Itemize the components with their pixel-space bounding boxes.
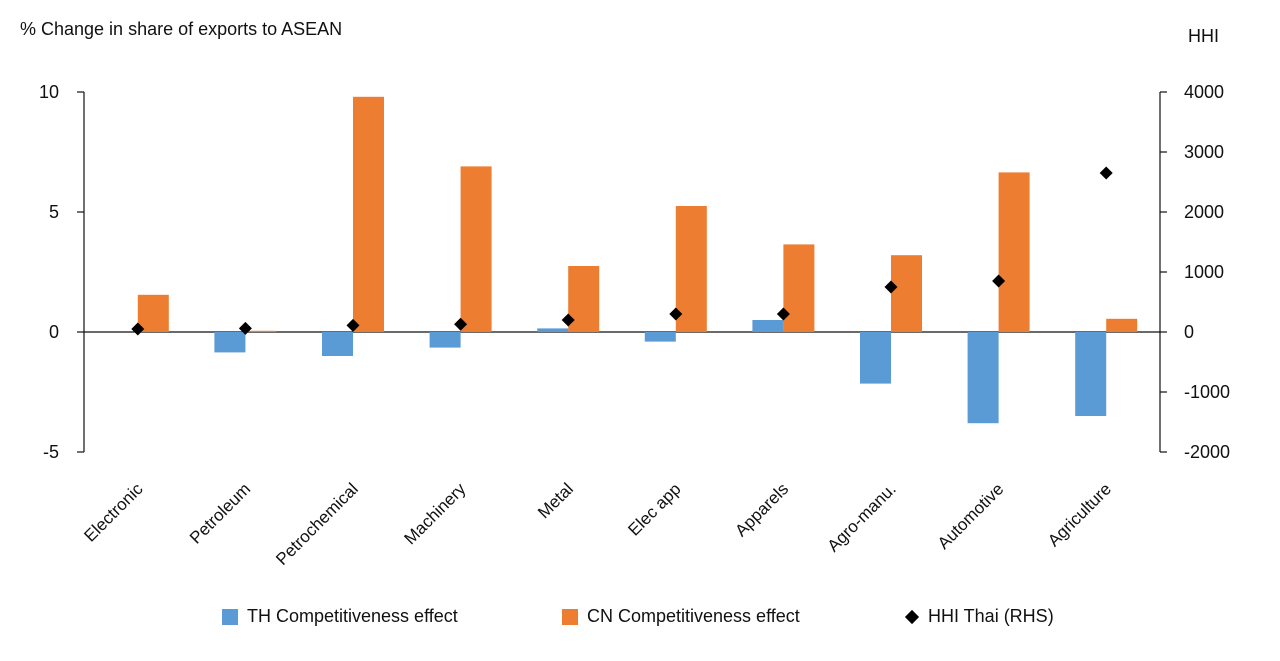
right-tick-label: -1000 bbox=[1184, 382, 1230, 402]
hhi-markers bbox=[131, 166, 1113, 336]
right-tick-label: 1000 bbox=[1184, 262, 1224, 282]
bar-th bbox=[860, 332, 891, 384]
axes: -5 0 5 10 -2000 -1000 0 1000 2000 3000 4000 bbox=[39, 82, 1230, 462]
bar-th bbox=[429, 332, 461, 348]
hhi-marker bbox=[884, 280, 898, 294]
bars bbox=[137, 96, 1138, 424]
legend-item-hhi: HHI Thai (RHS) bbox=[904, 606, 1054, 627]
legend-swatch-cn bbox=[562, 608, 578, 625]
hhi-marker bbox=[776, 307, 790, 321]
right-tick-label: -2000 bbox=[1184, 442, 1230, 462]
legend-swatch-th bbox=[222, 608, 238, 625]
bar-cn bbox=[1106, 318, 1138, 332]
bar-cn bbox=[998, 172, 1030, 332]
left-tick-label: 5 bbox=[49, 202, 59, 222]
bar-th bbox=[644, 332, 676, 342]
legend-item-th: TH Competitiveness effect bbox=[222, 606, 458, 627]
bar-th bbox=[752, 320, 784, 332]
bar-cn bbox=[568, 266, 600, 332]
left-tick-label: 10 bbox=[39, 82, 59, 102]
category-label: Machinery bbox=[401, 479, 470, 548]
chart: % Change in share of exports to ASEAN HH… bbox=[20, 19, 1230, 569]
hhi-marker bbox=[669, 307, 683, 321]
hhi-marker bbox=[346, 318, 360, 332]
category-labels: Electronic Petroleum Petrochemical Machiner… bbox=[80, 479, 1115, 569]
bar-th bbox=[322, 332, 353, 356]
hhi-marker bbox=[454, 317, 468, 331]
bar-cn bbox=[460, 166, 492, 332]
bar-th bbox=[537, 328, 569, 332]
category-label: Metal bbox=[534, 479, 577, 522]
category-label: Electronic bbox=[80, 479, 147, 546]
right-tick-label: 3000 bbox=[1184, 142, 1224, 162]
legend-label-th: TH Competitiveness effect bbox=[247, 606, 458, 626]
bar-cn bbox=[783, 244, 815, 332]
legend-item-cn: CN Competitiveness effect bbox=[562, 606, 800, 627]
left-tick-label: -5 bbox=[43, 442, 59, 462]
category-label: Agro-manu. bbox=[824, 479, 900, 555]
bar-th bbox=[214, 332, 246, 353]
category-label: Automotive bbox=[934, 479, 1008, 553]
category-label: Elec app bbox=[624, 479, 684, 539]
legend-marker-hhi bbox=[904, 609, 920, 624]
legend: TH Competitiveness effect CN Competitive… bbox=[0, 606, 1280, 630]
legend-label-hhi: HHI Thai (RHS) bbox=[928, 606, 1054, 626]
bar-cn bbox=[245, 330, 277, 332]
bar-cn bbox=[891, 255, 922, 332]
hhi-marker bbox=[561, 313, 575, 327]
category-label: Agriculture bbox=[1044, 479, 1115, 550]
hhi-marker bbox=[992, 274, 1006, 288]
category-label: Petroleum bbox=[186, 479, 254, 547]
right-tick-label: 2000 bbox=[1184, 202, 1224, 222]
left-tick-label: 0 bbox=[49, 322, 59, 342]
right-tick-label: 4000 bbox=[1184, 82, 1224, 102]
hhi-marker bbox=[1099, 166, 1113, 180]
bar-cn bbox=[675, 206, 707, 332]
right-axis-title: HHI bbox=[1188, 26, 1219, 46]
bar-th bbox=[1075, 332, 1107, 416]
hhi-marker bbox=[238, 321, 252, 335]
hhi-marker bbox=[131, 322, 145, 336]
left-axis-title: % Change in share of exports to ASEAN bbox=[20, 19, 342, 39]
legend-label-cn: CN Competitiveness effect bbox=[587, 606, 800, 626]
bar-cn bbox=[137, 294, 169, 332]
right-tick-label: 0 bbox=[1184, 322, 1194, 342]
bar-cn bbox=[353, 96, 384, 332]
bar-th bbox=[967, 332, 999, 424]
category-label: Apparels bbox=[731, 479, 792, 540]
category-label: Petrochemical bbox=[272, 479, 362, 569]
